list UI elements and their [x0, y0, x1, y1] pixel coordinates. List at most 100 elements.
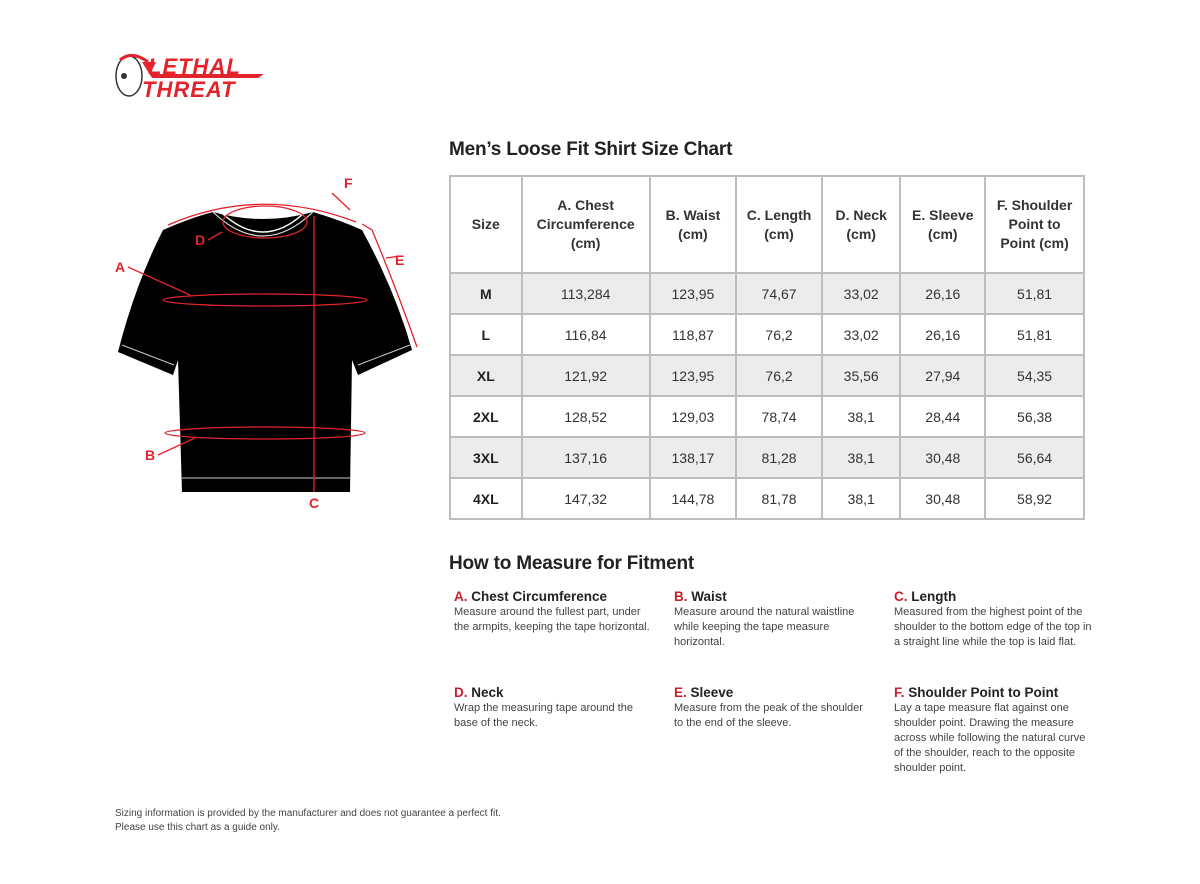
instruction-name: Length: [911, 589, 957, 604]
value-cell: 33,02: [820, 313, 902, 356]
column-header: D. Neck (cm): [820, 175, 902, 274]
measure-e-line: [361, 223, 418, 348]
value-cell: 78,74: [735, 395, 823, 438]
table-row: 3XL 137,16 138,17 81,28 38,1 30,48 56,64: [449, 436, 1085, 479]
label-a: A: [115, 259, 125, 275]
value-cell: 27,94: [899, 354, 987, 397]
value-cell: 74,67: [735, 272, 823, 315]
instruction-heading: C. Length: [894, 589, 1094, 605]
value-cell: 51,81: [984, 313, 1085, 356]
table-row: XL 121,92 123,95 76,2 35,56 27,94 54,35: [449, 354, 1085, 397]
svg-text:LETHAL: LETHAL: [148, 54, 241, 79]
size-cell: L: [449, 313, 523, 356]
label-b: B: [145, 447, 155, 463]
label-c: C: [309, 495, 319, 510]
value-cell: 137,16: [520, 436, 651, 479]
column-header: A. Chest Circumference (cm): [520, 175, 651, 274]
value-cell: 56,38: [984, 395, 1085, 438]
column-header: E. Sleeve (cm): [899, 175, 987, 274]
instruction-letter: A.: [454, 589, 468, 604]
label-f: F: [344, 175, 353, 191]
value-cell: 30,48: [899, 477, 987, 520]
instruction-text: Measured from the highest point of the s…: [894, 606, 1092, 648]
instruction-name: Sleeve: [690, 685, 734, 700]
instruction-letter: E.: [674, 685, 687, 700]
value-cell: 51,81: [984, 272, 1085, 315]
value-cell: 38,1: [820, 395, 902, 438]
instruction-letter: C.: [894, 589, 908, 604]
table-row: M 113,284 123,95 74,67 33,02 26,16 51,81: [449, 272, 1085, 315]
measure-b-line: [164, 426, 366, 440]
instruction-heading: D. Neck: [454, 685, 654, 701]
size-cell: 4XL: [449, 477, 523, 520]
column-header: Size: [449, 175, 523, 274]
instruction-letter: B.: [674, 589, 688, 604]
instruction-name: Chest Circumference: [471, 589, 608, 604]
size-cell: 2XL: [449, 395, 523, 438]
instruction-text: Measure around the fullest part, under t…: [454, 606, 650, 633]
size-chart-title: Men’s Loose Fit Shirt Size Chart: [449, 139, 733, 160]
shirt-measurement-diagram: A B C D E F: [115, 175, 418, 510]
instruction-name: Waist: [691, 589, 727, 604]
size-cell: XL: [449, 354, 523, 397]
value-cell: 33,02: [820, 272, 902, 315]
measure-instruction: A. Chest Circumference Measure around the…: [454, 589, 654, 635]
value-cell: 26,16: [899, 272, 987, 315]
measure-instruction: C. Length Measured from the highest point…: [894, 589, 1094, 650]
instruction-name: Shoulder Point to Point: [908, 685, 1059, 700]
instruction-heading: E. Sleeve: [674, 685, 874, 701]
how-to-measure-title: How to Measure for Fitment: [449, 553, 694, 574]
instruction-text: Lay a tape measure flat against one shou…: [894, 702, 1086, 774]
value-cell: 76,2: [735, 354, 823, 397]
instruction-text: Wrap the measuring tape around the base …: [454, 702, 633, 729]
measure-d-line: [222, 205, 308, 239]
instruction-letter: F.: [894, 685, 905, 700]
value-cell: 35,56: [820, 354, 902, 397]
value-cell: 54,35: [984, 354, 1085, 397]
column-header: F. Shoulder Point to Point (cm): [984, 175, 1085, 274]
table-row: 2XL 128,52 129,03 78,74 38,1 28,44 56,38: [449, 395, 1085, 438]
value-cell: 76,2: [735, 313, 823, 356]
disclaimer: Sizing information is provided by the ma…: [115, 807, 501, 835]
value-cell: 26,16: [899, 313, 987, 356]
instruction-heading: A. Chest Circumference: [454, 589, 654, 605]
value-cell: 28,44: [899, 395, 987, 438]
instruction-heading: B. Waist: [674, 589, 874, 605]
value-cell: 81,78: [735, 477, 823, 520]
instruction-text: Measure around the natural waistline whi…: [674, 606, 855, 648]
value-cell: 116,84: [520, 313, 651, 356]
table-row: L 116,84 118,87 76,2 33,02 26,16 51,81: [449, 313, 1085, 356]
instruction-heading: F. Shoulder Point to Point: [894, 685, 1094, 701]
value-cell: 58,92: [984, 477, 1085, 520]
value-cell: 38,1: [820, 436, 902, 479]
column-header: B. Waist (cm): [648, 175, 738, 274]
size-cell: M: [449, 272, 523, 315]
measure-instruction: D. Neck Wrap the measuring tape around th…: [454, 685, 654, 731]
lethal-threat-logo: LETHAL THREAT: [115, 54, 264, 102]
svg-text:THREAT: THREAT: [142, 77, 236, 102]
measure-a-line: [162, 293, 368, 307]
size-cell: 3XL: [449, 436, 523, 479]
instruction-letter: D.: [454, 685, 468, 700]
label-d: D: [195, 232, 205, 248]
value-cell: 128,52: [520, 395, 651, 438]
size-chart-table: Size A. Chest Circumference (cm) B. Waist …: [449, 175, 1085, 520]
value-cell: 138,17: [648, 436, 738, 479]
measure-f-line: [167, 203, 357, 226]
instruction-name: Neck: [471, 685, 504, 700]
measure-instruction: B. Waist Measure around the natural waist…: [674, 589, 874, 650]
value-cell: 56,64: [984, 436, 1085, 479]
table-row: 4XL 147,32 144,78 81,78 38,1 30,48 58,92: [449, 477, 1085, 520]
value-cell: 144,78: [648, 477, 738, 520]
measure-instruction: F. Shoulder Point to Point Lay a tape mea…: [894, 685, 1094, 776]
value-cell: 147,32: [520, 477, 651, 520]
value-cell: 30,48: [899, 436, 987, 479]
disclaimer-line-2: Please use this chart as a guide only.: [115, 822, 280, 833]
value-cell: 123,95: [648, 272, 738, 315]
value-cell: 113,284: [520, 272, 651, 315]
value-cell: 118,87: [648, 313, 738, 356]
shirt-shape: [118, 212, 412, 492]
disclaimer-line-1: Sizing information is provided by the ma…: [115, 808, 501, 819]
column-header: C. Length (cm): [735, 175, 823, 274]
value-cell: 38,1: [820, 477, 902, 520]
